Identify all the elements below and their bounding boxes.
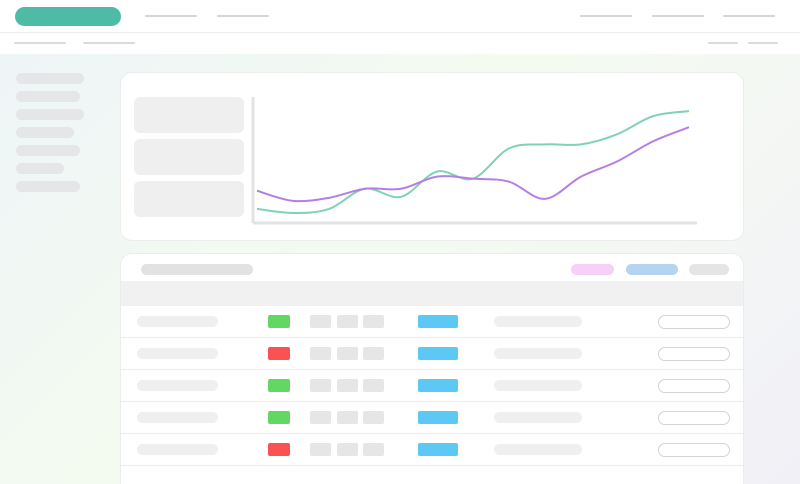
filter-pill-gray[interactable]: [689, 264, 729, 275]
nav-link-2[interactable]: [217, 15, 269, 17]
status-indicator: [268, 411, 290, 424]
row-value-block-2: [337, 411, 358, 424]
category-tag: [418, 347, 458, 360]
stat-box-3: [134, 181, 244, 217]
line-chart: [251, 97, 697, 225]
row-action-button[interactable]: [658, 315, 730, 329]
status-indicator: [268, 443, 290, 456]
sub-navbar: [0, 33, 800, 54]
row-value-block-1: [310, 443, 331, 456]
table-row[interactable]: [121, 434, 743, 466]
row-value-block-1: [310, 315, 331, 328]
table-row[interactable]: [121, 370, 743, 402]
row-value-block-2: [337, 379, 358, 392]
row-value-block-1: [310, 347, 331, 360]
nav-link-5[interactable]: [723, 15, 775, 17]
row-name-placeholder: [137, 348, 218, 359]
row-value-block-3: [363, 379, 384, 392]
subnav-action-1[interactable]: [708, 42, 738, 44]
row-value-block-2: [337, 315, 358, 328]
row-name-placeholder: [137, 444, 218, 455]
sidebar-item-4[interactable]: [16, 127, 74, 138]
table-row[interactable]: [121, 306, 743, 338]
row-description-placeholder: [494, 412, 582, 423]
filter-pill-blue[interactable]: [626, 264, 678, 275]
sidebar-item-7[interactable]: [16, 181, 80, 192]
breadcrumb-item-2[interactable]: [83, 42, 135, 44]
stat-box-1: [134, 97, 244, 133]
category-tag: [418, 315, 458, 328]
row-action-button[interactable]: [658, 443, 730, 457]
data-table-card: [120, 253, 744, 484]
series-line-2: [256, 126, 690, 203]
table-row[interactable]: [121, 402, 743, 434]
status-indicator: [268, 315, 290, 328]
row-description-placeholder: [494, 316, 582, 327]
row-name-placeholder: [137, 412, 218, 423]
sidebar-item-2[interactable]: [16, 91, 80, 102]
sidebar-item-5[interactable]: [16, 145, 80, 156]
brand-logo[interactable]: [15, 7, 121, 26]
table-title: [141, 264, 253, 275]
row-value-block-3: [363, 443, 384, 456]
stat-box-2: [134, 139, 244, 175]
row-description-placeholder: [494, 380, 582, 391]
row-action-button[interactable]: [658, 347, 730, 361]
row-description-placeholder: [494, 444, 582, 455]
row-value-block-2: [337, 443, 358, 456]
breadcrumb-item-1[interactable]: [14, 42, 66, 44]
sidebar-item-3[interactable]: [16, 109, 84, 120]
row-value-block-3: [363, 315, 384, 328]
row-value-block-2: [337, 347, 358, 360]
nav-link-1[interactable]: [145, 15, 197, 17]
nav-link-4[interactable]: [652, 15, 704, 17]
row-action-button[interactable]: [658, 411, 730, 425]
category-tag: [418, 411, 458, 424]
category-tag: [418, 443, 458, 456]
chart-card: [120, 72, 744, 241]
row-name-placeholder: [137, 316, 218, 327]
table-header: [121, 281, 743, 306]
nav-link-3[interactable]: [580, 15, 632, 17]
category-tag: [418, 379, 458, 392]
row-name-placeholder: [137, 380, 218, 391]
row-value-block-1: [310, 379, 331, 392]
row-value-block-3: [363, 347, 384, 360]
row-value-block-1: [310, 411, 331, 424]
row-description-placeholder: [494, 348, 582, 359]
table-row[interactable]: [121, 338, 743, 370]
status-indicator: [268, 379, 290, 392]
series-line-1: [256, 110, 690, 214]
filter-pill-pink[interactable]: [571, 264, 614, 275]
status-indicator: [268, 347, 290, 360]
subnav-action-2[interactable]: [748, 42, 778, 44]
sidebar-item-6[interactable]: [16, 163, 64, 174]
row-action-button[interactable]: [658, 379, 730, 393]
sidebar-item-1[interactable]: [16, 73, 84, 84]
row-value-block-3: [363, 411, 384, 424]
top-navbar: [0, 0, 800, 33]
